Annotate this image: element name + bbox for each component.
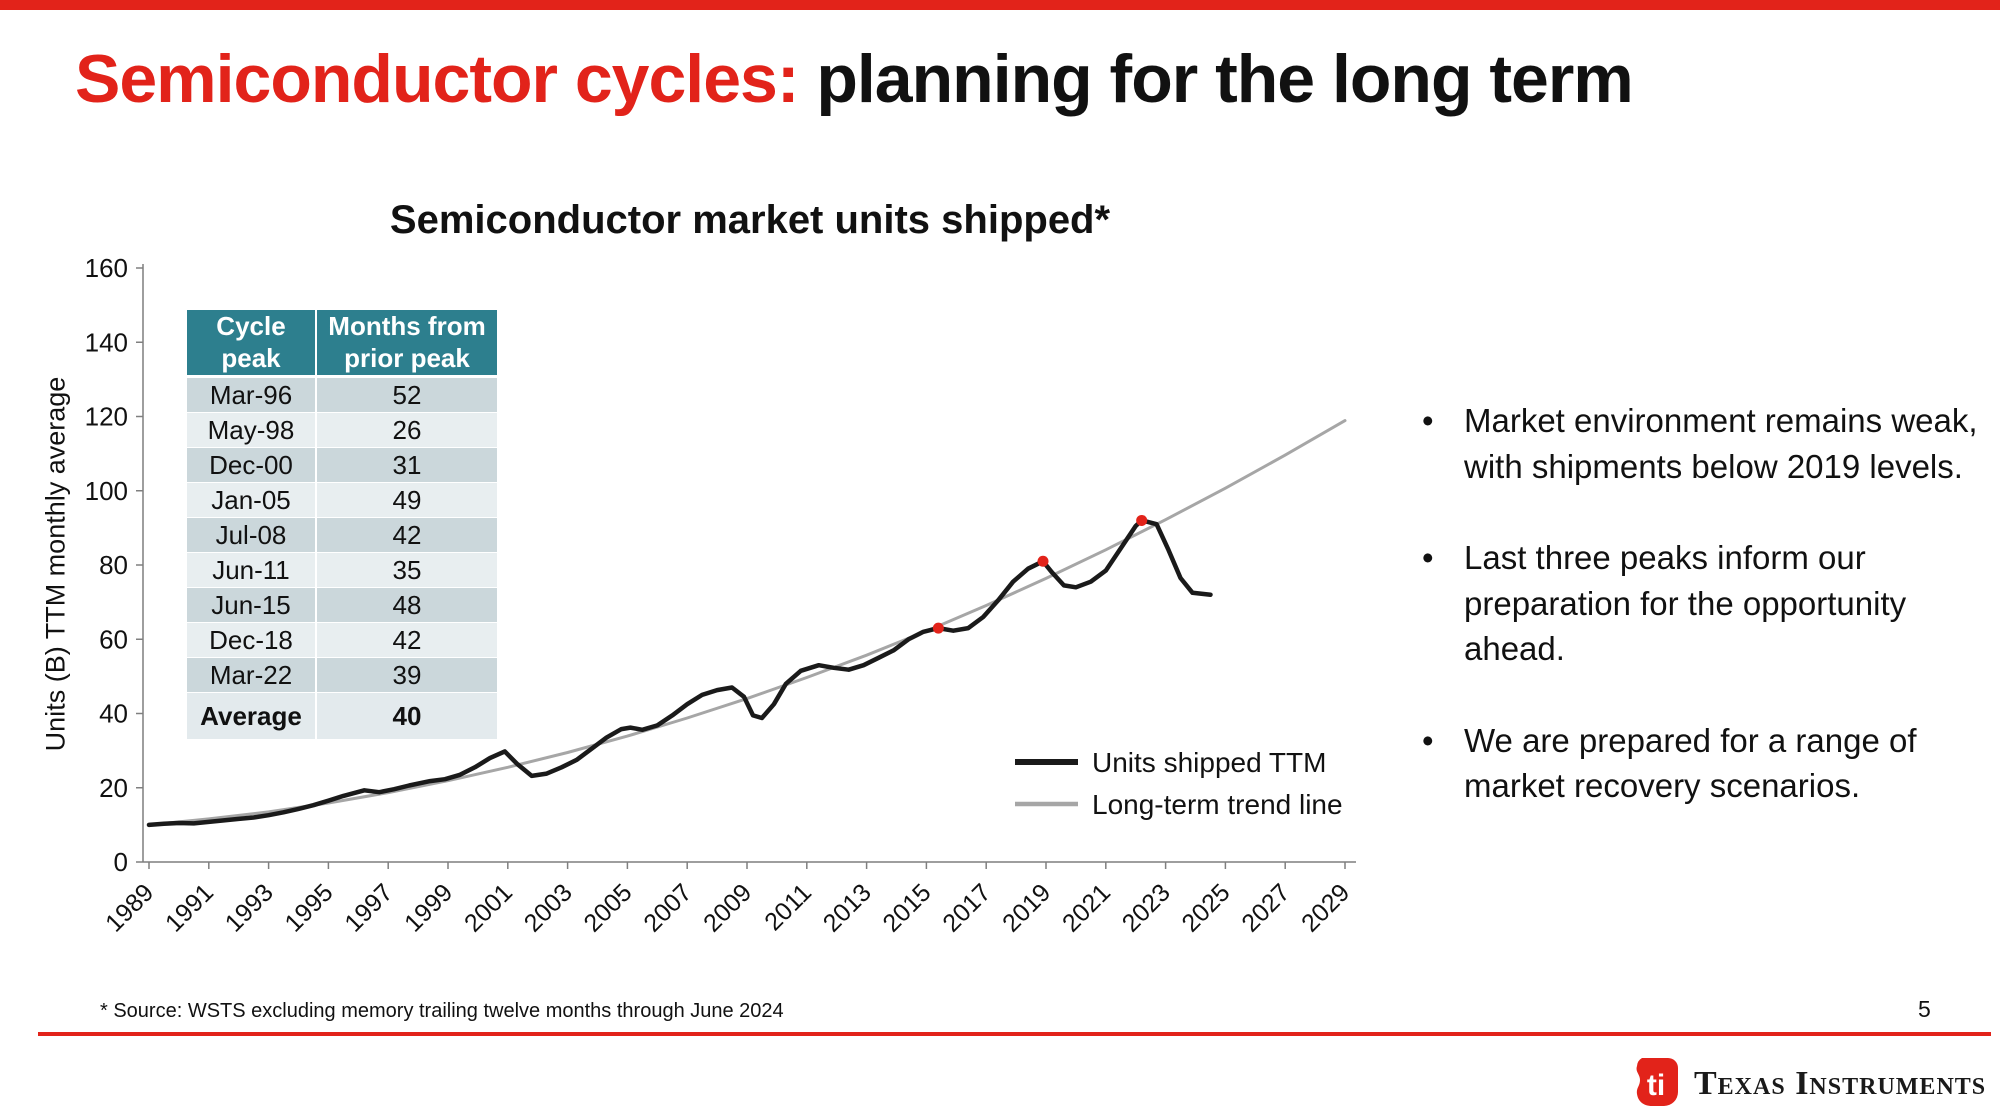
x-tick-label: 1989 xyxy=(100,878,159,937)
x-tick-label: 2005 xyxy=(579,878,638,937)
y-tick-label: 160 xyxy=(85,253,128,283)
chart-title: Semiconductor market units shipped* xyxy=(389,198,1111,242)
cycle-peak-marker xyxy=(1037,555,1049,567)
bullet-list: • Market environment remains weak, with … xyxy=(1422,398,2000,855)
x-tick-label: 1995 xyxy=(280,878,339,937)
table-months-cell: 52 xyxy=(317,378,499,413)
x-tick-label: 2001 xyxy=(459,878,518,937)
legend-label: Long-term trend line xyxy=(1092,789,1343,820)
page-title-highlight: Semiconductor cycles: xyxy=(75,41,799,117)
bullet-text: Last three peaks inform our preparation … xyxy=(1464,539,1907,668)
table-months-cell: 42 xyxy=(317,623,499,658)
bullet-text: We are prepared for a range of market re… xyxy=(1464,721,1917,805)
y-tick-label: 20 xyxy=(99,773,128,803)
table-cycle-peak-cell: Jul-08 xyxy=(187,518,317,553)
table-months-cell: 42 xyxy=(317,518,499,553)
y-tick-label: 40 xyxy=(99,699,128,729)
table-months-cell: 26 xyxy=(317,413,499,448)
x-tick-label: 2029 xyxy=(1296,878,1355,937)
x-tick-label: 1999 xyxy=(399,878,458,937)
units-shipped-line xyxy=(146,518,1213,828)
bullet-item: • We are prepared for a range of market … xyxy=(1422,718,2000,809)
y-tick-label: 60 xyxy=(99,624,128,654)
table-cycle-peak-cell: Jan-05 xyxy=(187,483,317,518)
x-tick-label: 2009 xyxy=(698,878,757,937)
x-tick-label: 2015 xyxy=(878,878,937,937)
table-header-cell: Cycle peak xyxy=(187,310,317,378)
y-tick-label: 80 xyxy=(99,550,128,580)
cycle-peak-marker xyxy=(932,622,944,634)
page-title-rest: planning for the long term xyxy=(798,41,1633,117)
top-accent-bar xyxy=(0,0,2000,10)
table-months-cell: 48 xyxy=(317,588,499,623)
table-months-cell: 49 xyxy=(317,483,499,518)
table-cycle-peak-cell: Dec-18 xyxy=(187,623,317,658)
table-months-cell: 39 xyxy=(317,658,499,693)
table-header-cell: Months from prior peak xyxy=(317,310,499,378)
x-tick-label: 2019 xyxy=(997,878,1056,937)
bullet-marker: • xyxy=(1422,721,1434,759)
svg-text:ti: ti xyxy=(1647,1069,1665,1102)
cycle-peak-table: Cycle peak Months from prior peak Mar-96 52… xyxy=(187,310,499,740)
page-title: Semiconductor cycles: planning for the l… xyxy=(75,40,1634,118)
table-cycle-peak-cell: Jun-11 xyxy=(187,553,317,588)
x-tick-label: 2021 xyxy=(1057,878,1116,937)
table-cycle-peak-cell: Mar-22 xyxy=(187,658,317,693)
company-logo: ti Texas Instruments xyxy=(1630,1056,1986,1112)
x-tick-label: 2027 xyxy=(1236,878,1295,937)
bullet-item: • Market environment remains weak, with … xyxy=(1422,398,2000,489)
x-tick-label: 2023 xyxy=(1117,878,1176,937)
bottom-accent-rule xyxy=(38,1032,1991,1036)
table-average-value-cell: 40 xyxy=(317,693,499,740)
y-tick-label: 0 xyxy=(114,847,128,877)
x-tick-label: 2011 xyxy=(759,878,817,936)
y-tick-label: 100 xyxy=(85,476,128,506)
x-tick-label: 1991 xyxy=(160,878,219,937)
bullet-marker: • xyxy=(1422,539,1434,577)
x-tick-label: 2013 xyxy=(818,878,877,937)
y-tick-label: 140 xyxy=(85,327,128,357)
table-months-cell: 35 xyxy=(317,553,499,588)
table-cycle-peak-cell: May-98 xyxy=(187,413,317,448)
table-months-cell: 31 xyxy=(317,448,499,483)
y-tick-label: 120 xyxy=(85,402,128,432)
x-tick-label: 2007 xyxy=(638,878,697,937)
table-cycle-peak-cell: Mar-96 xyxy=(187,378,317,413)
bullet-item: • Last three peaks inform our preparatio… xyxy=(1422,535,2000,672)
source-footnote: * Source: WSTS excluding memory trailing… xyxy=(100,1000,784,1022)
company-logo-text: Texas Instruments xyxy=(1694,1065,1987,1102)
x-tick-label: 1993 xyxy=(220,878,279,937)
x-tick-label: 1997 xyxy=(339,878,398,937)
x-tick-label: 2017 xyxy=(937,878,996,937)
table-cycle-peak-cell: Dec-00 xyxy=(187,448,317,483)
table-cycle-peak-cell: Jun-15 xyxy=(187,588,317,623)
cycle-peak-marker xyxy=(1136,514,1148,526)
legend-label: Units shipped TTM xyxy=(1092,747,1326,778)
page-number: 5 xyxy=(1918,996,1931,1022)
table-average-label-cell: Average xyxy=(187,693,317,740)
bullet-text: Market environment remains weak, with sh… xyxy=(1464,402,1978,485)
ti-bug-icon: ti xyxy=(1636,1058,1678,1106)
x-tick-label: 2025 xyxy=(1177,878,1236,937)
x-tick-label: 2003 xyxy=(519,878,578,937)
bullet-marker: • xyxy=(1422,402,1434,439)
